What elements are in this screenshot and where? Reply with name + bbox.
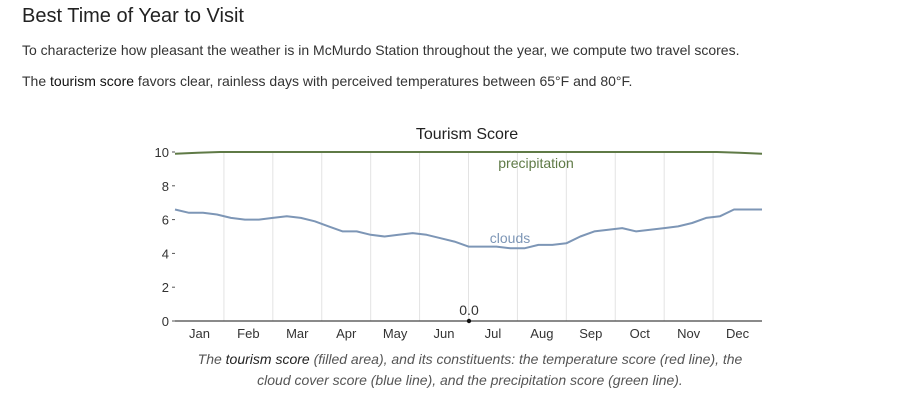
y-axis: 0 2 4 6 8 10 bbox=[155, 145, 175, 329]
x-tick-label: Jul bbox=[485, 326, 502, 341]
x-tick-label: Dec bbox=[726, 326, 750, 341]
y-tick-label: 6 bbox=[162, 213, 169, 228]
x-tick-label: Aug bbox=[530, 326, 553, 341]
precipitation-label: precipitation bbox=[498, 155, 574, 171]
caption-line1-suffix: (filled area), and its constituents: the… bbox=[310, 351, 743, 367]
chart-title: Tourism Score bbox=[416, 126, 518, 143]
y-tick-label: 2 bbox=[162, 280, 169, 295]
series-labels: precipitation clouds 0.0 bbox=[459, 155, 573, 323]
tourism-score-annotation: 0.0 bbox=[459, 302, 479, 318]
tourism-score-point bbox=[467, 319, 471, 323]
y-tick-label: 0 bbox=[162, 314, 169, 329]
x-tick-label: Mar bbox=[286, 326, 309, 341]
x-tick-label: Oct bbox=[630, 326, 651, 341]
x-tick-label: Jun bbox=[434, 326, 455, 341]
y-tick-label: 8 bbox=[162, 179, 169, 194]
x-tick-label: Feb bbox=[237, 326, 259, 341]
chart-grid bbox=[224, 152, 713, 321]
x-tick-label: Nov bbox=[677, 326, 701, 341]
y-tick-label: 10 bbox=[155, 145, 169, 160]
x-tick-label: May bbox=[383, 326, 408, 341]
caption-line2: cloud cover score (blue line), and the p… bbox=[257, 372, 683, 388]
x-tick-label: Jan bbox=[189, 326, 210, 341]
x-axis: Jan Feb Mar Apr May Jun Jul Aug Sep Oct Nov Dec bbox=[189, 326, 750, 341]
tourism-score-chart: Tourism Score 0 2 4 6 8 10 Jan Feb Mar Apr May Jun… bbox=[0, 0, 907, 345]
y-tick-label: 4 bbox=[162, 246, 169, 261]
x-tick-label: Sep bbox=[579, 326, 602, 341]
caption-tourism-term: tourism score bbox=[226, 351, 310, 367]
chart-caption: The tourism score (filled area), and its… bbox=[150, 349, 790, 391]
caption-prefix: The bbox=[198, 351, 226, 367]
clouds-label: clouds bbox=[490, 230, 530, 246]
x-tick-label: Apr bbox=[336, 326, 357, 341]
